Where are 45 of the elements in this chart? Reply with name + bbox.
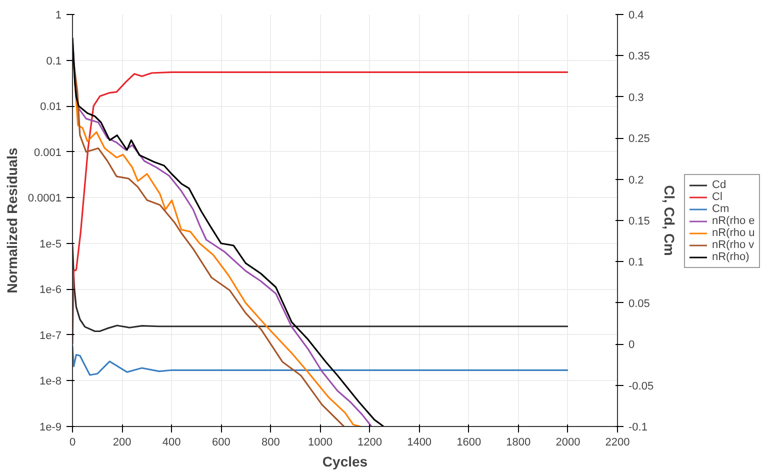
x-tick-label: 400 [162,436,181,448]
y-tick-label: 1e-5 [39,238,62,250]
y2-tick-label: 0.25 [628,133,650,146]
legend-label: nR(rho e [712,214,755,226]
y2-tick-label: 0.05 [628,298,650,310]
y-tick-label: 0.01 [40,101,62,114]
y2-axis-title: Cl, Cd, Cm [662,185,678,256]
x-tick-label: 200 [112,436,132,448]
y-tick-label: 0.0001 [28,192,62,205]
y2-tick-label: 0.4 [628,10,644,22]
legend-label: nR(rho) [712,250,750,262]
legend-label: nR(rho v [712,238,754,250]
y-tick-label: 0.1 [46,55,62,68]
x-tick-label: 1200 [358,436,382,448]
x-tick-label: 1800 [506,436,531,448]
x-tick-label: 1000 [308,436,332,448]
legend-label: Cl [712,190,724,202]
y-tick-label: 1 [55,10,62,22]
x-axis-title: Cycles [322,454,368,470]
y2-tick-label: 0.35 [628,50,650,63]
y-tick-label: 1e-7 [39,330,62,342]
x-tick-label: 600 [212,436,230,448]
x-tick-label: 1400 [407,436,432,448]
legend-label: nR(rho u [712,226,755,238]
x-tick-label: 2200 [605,436,630,448]
x-tick-label: 1600 [456,436,482,448]
legend-label: Cm [712,202,730,214]
x-tick-label: 0 [69,436,76,448]
y2-tick-label: 0.15 [628,216,650,228]
line-series [72,71,569,345]
line-series [72,344,569,376]
y-tick-label: 1e-9 [39,422,62,434]
legend-label: Cd [712,178,728,190]
y-tick-label: 1e-6 [39,284,62,296]
x-tick-label: 800 [262,436,280,448]
y2-tick-label: -0.1 [628,422,648,434]
y-tick-label: 1e-8 [39,376,62,388]
y2-tick-label: -0.05 [628,380,654,392]
y2-tick-label: 0.3 [628,92,644,104]
y2-tick-label: 0.2 [628,174,644,186]
y-tick-label: 0.001 [34,146,62,159]
y2-tick-label: 0.1 [628,256,644,269]
y2-tick-label: 0 [628,339,635,352]
y-axis-title: Normalized Residuals [4,148,20,294]
x-tick-label: 2000 [556,436,580,448]
